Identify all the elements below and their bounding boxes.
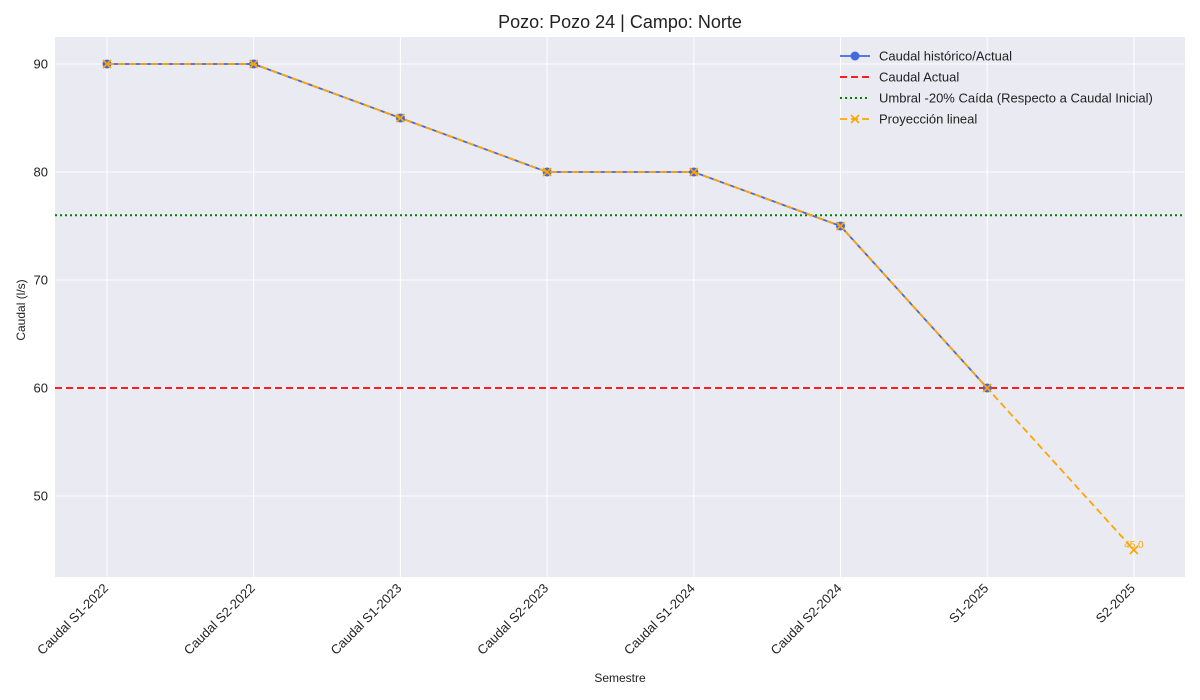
legend-item: Umbral -20% Caída (Respecto a Caudal Ini… bbox=[840, 91, 1153, 106]
marker-stroke bbox=[1129, 545, 1139, 555]
data-point bbox=[395, 113, 405, 123]
x-axis-label: Semestre bbox=[594, 671, 646, 685]
marker-stroke bbox=[542, 167, 552, 177]
x-tick-label: Caudal S2-2023 bbox=[474, 581, 551, 658]
legend-marker bbox=[850, 51, 860, 61]
y-axis: 50 60 70 80 90 bbox=[34, 57, 48, 504]
data-point bbox=[542, 167, 552, 177]
series-layer bbox=[102, 59, 1139, 555]
legend: Caudal histórico/Actual Caudal Actual Umbr… bbox=[840, 49, 1153, 127]
y-tick-label: 60 bbox=[34, 381, 48, 396]
x-tick-label: S1-2025 bbox=[946, 581, 991, 626]
annotations: 45.0 bbox=[1124, 540, 1144, 551]
marker-stroke bbox=[249, 59, 259, 69]
legend-label: Umbral -20% Caída (Respecto a Caudal Ini… bbox=[879, 91, 1153, 106]
marker-stroke bbox=[689, 167, 699, 177]
x-tick-label: Caudal S1-2022 bbox=[34, 581, 111, 658]
legend-marker bbox=[850, 114, 860, 124]
marker-stroke bbox=[102, 59, 112, 69]
reference-lines bbox=[55, 214, 1185, 389]
data-point bbox=[1129, 545, 1139, 555]
data-label: 45.0 bbox=[1124, 540, 1144, 551]
legend-item: Proyección lineal bbox=[840, 112, 977, 127]
data-point bbox=[689, 167, 699, 177]
x-tick-label: Caudal S2-2022 bbox=[181, 581, 258, 658]
legend-label: Caudal histórico/Actual bbox=[879, 49, 1012, 64]
legend-label: Caudal Actual bbox=[879, 70, 959, 85]
y-tick-label: 90 bbox=[34, 57, 48, 72]
legend-label: Proyección lineal bbox=[879, 112, 977, 127]
data-point bbox=[982, 383, 992, 393]
marker-stroke bbox=[835, 221, 846, 231]
x-tick-label: Caudal S1-2023 bbox=[327, 581, 404, 658]
y-tick-label: 50 bbox=[34, 489, 48, 504]
y-tick-label: 80 bbox=[34, 165, 48, 180]
data-point bbox=[102, 59, 112, 69]
data-point bbox=[249, 59, 259, 69]
data-point bbox=[835, 221, 846, 231]
x-tick-label: Caudal S2-2024 bbox=[768, 581, 845, 658]
chart-title: Pozo: Pozo 24 | Campo: Norte bbox=[498, 12, 742, 32]
plot-area bbox=[55, 37, 1185, 577]
marker-stroke bbox=[395, 113, 405, 123]
series-line bbox=[107, 63, 1135, 551]
x-tick-label: S2-2025 bbox=[1093, 581, 1138, 626]
x-axis: Caudal S1-2022 Caudal S2-2022 Caudal S1-20… bbox=[34, 581, 1138, 658]
legend-item: Caudal histórico/Actual bbox=[840, 49, 1012, 64]
y-tick-label: 70 bbox=[34, 273, 48, 288]
marker-stroke bbox=[982, 383, 992, 393]
x-tick-label: Caudal S1-2024 bbox=[621, 581, 698, 658]
y-axis-label: Caudal (l/s) bbox=[14, 279, 28, 340]
legend-item: Caudal Actual bbox=[840, 70, 959, 85]
